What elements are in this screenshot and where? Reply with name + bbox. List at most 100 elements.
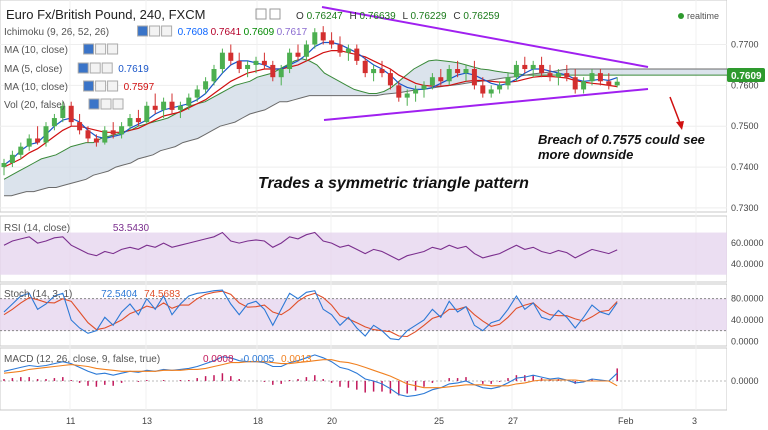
indicator-value: 0.7641 (211, 27, 242, 38)
candle-body (245, 64, 251, 70)
candle-body (278, 69, 284, 78)
settings-icon[interactable] (88, 98, 100, 110)
triangle-trendlines (321, 6, 649, 121)
rsi-lines (3, 231, 618, 261)
lower-trendline (323, 88, 649, 121)
candle-body (312, 32, 318, 45)
candle-body (60, 105, 66, 119)
indicator-label: MA (5, close) (4, 64, 62, 75)
candle-body (85, 130, 91, 139)
candle-body (152, 105, 158, 110)
candle-body (497, 85, 503, 90)
candle-body (102, 130, 108, 143)
indicator-legend-row[interactable]: Vol (20, false) (4, 98, 124, 111)
candle-body (539, 64, 545, 74)
candle-body (463, 69, 469, 74)
indicator-value: 0.7608 (178, 27, 209, 38)
hide-icon[interactable] (89, 62, 101, 74)
candle-body (345, 48, 351, 53)
time-tick-label: 18 (253, 416, 263, 426)
price-badge-bg (727, 68, 765, 82)
indicator-legend-row[interactable]: Ichimoku (9, 26, 52, 26) 0.7608 0.7641 0.76… (4, 25, 308, 38)
candle-body (144, 105, 150, 123)
candle-body (161, 101, 167, 110)
close-icon[interactable] (107, 43, 119, 55)
candle-body (135, 118, 141, 123)
candle-body (480, 85, 486, 94)
candle-body (253, 60, 259, 65)
indicator-legend-row[interactable]: MA (10, close) (4, 43, 119, 56)
indicator-value: 0.7609 (244, 27, 275, 38)
macd-label: MACD (12, 26, close, 9, false, true) 0.0… (4, 354, 312, 365)
price-tick-label: 0.7500 (731, 121, 759, 131)
price-tick-label: 0.7700 (731, 40, 759, 50)
indicator-legend-row[interactable]: MA (5, close) 0.7619 (4, 62, 149, 75)
stoch-lines (0, 289, 727, 341)
indicator-legend[interactable]: Ichimoku (9, 26, 52, 26) 0.7608 0.7641 0.76… (4, 25, 308, 111)
hide-icon[interactable] (269, 8, 281, 20)
settings-icon[interactable] (77, 62, 89, 74)
current-price-badge: 0.7609 (727, 68, 765, 82)
time-tick-label: 25 (434, 416, 444, 426)
candle-body (211, 69, 217, 82)
candle-body (505, 77, 511, 86)
chart-header: Euro Fx/British Pound, 240, FXCM O 0.762… (6, 7, 719, 22)
candle-body (597, 73, 603, 82)
settings-icon[interactable] (83, 43, 95, 55)
candle-body (438, 77, 444, 82)
close-icon[interactable] (112, 98, 124, 110)
close-icon[interactable] (107, 80, 119, 92)
candle-body (387, 73, 393, 86)
hide-icon[interactable] (100, 98, 112, 110)
hide-icon[interactable] (149, 25, 161, 37)
header-toolbar[interactable] (255, 8, 281, 20)
candle-body (446, 69, 452, 82)
stoch-tick-label: 80.0000 (731, 294, 764, 304)
candle-body (261, 60, 267, 65)
candle-body (119, 126, 125, 135)
upper-trendline (321, 6, 649, 68)
candle-body (203, 81, 209, 90)
ohlc-readout: O 0.76247 H 0.76639 L 0.76229 C 0.76259 (296, 11, 500, 22)
time-tick-label: 27 (508, 416, 518, 426)
hide-icon[interactable] (95, 80, 107, 92)
indicator-legend-row[interactable]: MA (10, close) 0.7597 (4, 80, 155, 93)
settings-icon[interactable] (83, 80, 95, 92)
candle-body (51, 118, 57, 127)
close-icon[interactable] (101, 62, 113, 74)
stoch-band (0, 298, 727, 331)
candle-body (43, 126, 49, 143)
settings-icon[interactable] (137, 25, 149, 37)
stoch-label: Stoch (14, 3, 1) 72.5404 74.5683 (4, 289, 181, 300)
candle-body (396, 85, 402, 98)
candle-body (219, 52, 225, 70)
hide-icon[interactable] (95, 43, 107, 55)
candle-body (404, 93, 410, 98)
time-tick-label: 20 (327, 416, 337, 426)
candle-body (270, 64, 276, 78)
settings-icon[interactable] (255, 8, 267, 20)
indicator-label: MA (10, close) (4, 82, 68, 93)
grid-lines (0, 0, 727, 410)
rsi-line (3, 231, 618, 261)
price-tick-label: 0.7600 (731, 80, 759, 90)
realtime-dot-icon (678, 13, 684, 19)
candle-body (354, 48, 360, 61)
candle-body (77, 122, 83, 131)
candle-body (547, 73, 553, 78)
time-tick-label: Feb (618, 416, 634, 426)
stoch-tick-label: 0.0000 (731, 336, 759, 346)
pattern-annotation: Trades a symmetric triangle pattern (258, 175, 529, 192)
time-tick-label: 3 (692, 416, 697, 426)
time-tick-label: 13 (142, 416, 152, 426)
candle-body (337, 44, 343, 53)
candle-body (110, 130, 116, 135)
candle-body (589, 73, 595, 82)
indicator-value: 0.7619 (118, 64, 149, 75)
candle-body (362, 60, 368, 74)
close-icon[interactable] (161, 25, 173, 37)
candle-body (177, 105, 183, 110)
breach-annotation-line1: Breach of 0.7575 could see (538, 132, 705, 147)
